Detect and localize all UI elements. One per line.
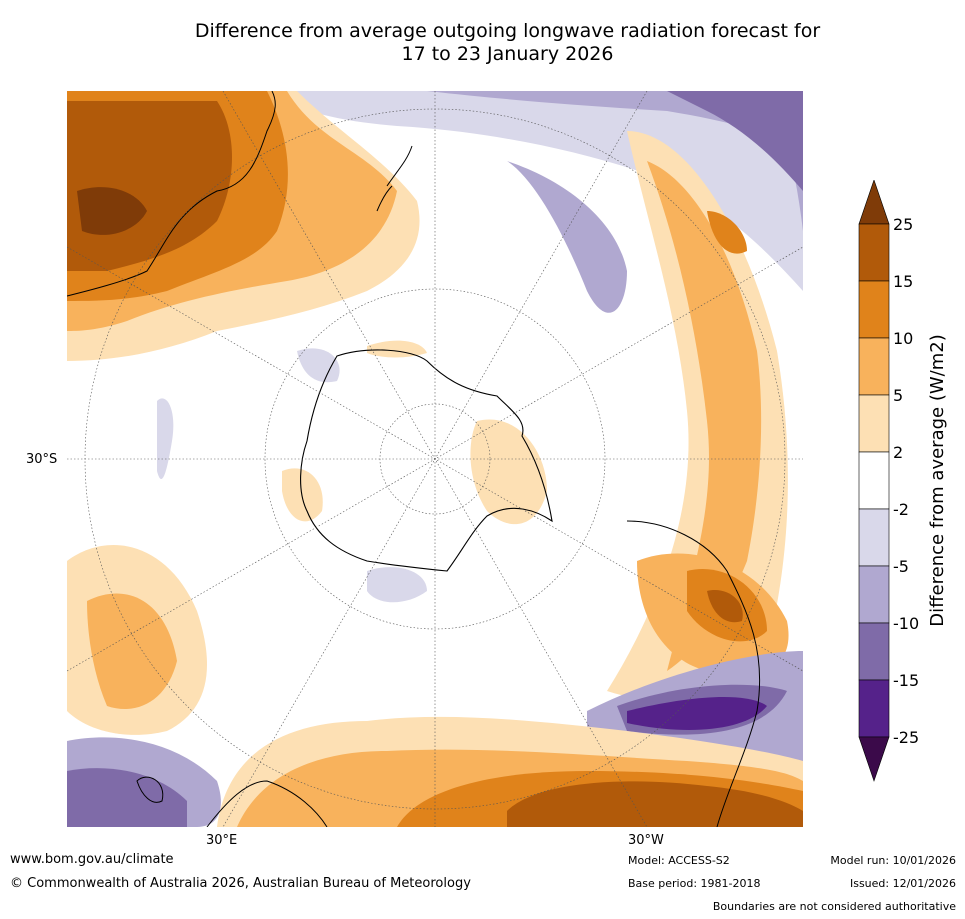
anomaly-region-purple-center [507,161,627,313]
colorbar-tick-label: 2 [893,443,903,462]
title-line-2: 17 to 23 January 2026 [401,43,614,65]
anomaly-region-patch-1 [157,398,174,480]
anomaly-region-bottom-left-purple-strong [67,768,187,827]
colorbar-tick-label: 10 [893,329,913,348]
anomaly-region-right-mid [647,161,762,671]
colorbar-tick-label: 25 [893,215,913,234]
colorbar-tick-label: -2 [893,500,909,519]
model-name: Model: ACCESS-S2 [628,854,730,867]
colorbar-band-5 [858,451,890,510]
anomaly-region-top-purple-strong [667,91,803,191]
colorbar-band-3 [858,565,890,624]
colorbar-band-8 [858,280,890,339]
colorbar-legend: 25 15 10 5 2 -2 -5 -10 -15 -25 Difference from ave… [858,180,948,782]
colorbar-tick-label: -10 [893,614,919,633]
polar-anomaly-map [67,91,803,827]
title-line-1: Difference from average outgoing longwav… [194,20,821,42]
africa-coastline [206,780,328,827]
anomaly-region-left-mid [87,593,177,709]
latitude-label-30s: 30°S [26,452,58,467]
colorbar-band-2 [858,622,890,681]
website-link[interactable]: www.bom.gov.au/climate [10,852,174,867]
australia-coastline [67,91,276,297]
copyright-text: © Commonwealth of Australia 2026, Austra… [10,876,471,891]
anomaly-region-australia-extreme [77,187,147,235]
new-zealand-coastline [376,145,413,212]
issued-date: Issued: 12/01/2026 [849,877,956,890]
anomaly-region-south-america-vhigh [707,590,743,623]
colorbar-axis-label: Difference from average (W/m2) [927,334,948,626]
colorbar-tick-label: -5 [893,557,909,576]
colorbar-tick-label: -15 [893,671,919,690]
boundary-disclaimer: Boundaries are not considered authoritat… [712,900,956,913]
colorbar-band-9 [858,223,890,282]
colorbar-extend-top [858,180,890,225]
colorbar-tick-label: -25 [893,728,919,747]
colorbar-extend-bottom [858,736,890,782]
anomaly-region-antarctic-north [367,340,427,358]
longitude-label-30e: 30°E [206,833,238,848]
colorbar-tick-label: 15 [893,272,913,291]
chart-title: Difference from average outgoing longwav… [0,20,965,66]
anomaly-region-patch-2 [367,567,427,603]
colorbar-tick-label: 5 [893,386,903,405]
madagascar-coastline [136,776,164,803]
antarctica-coastline [300,349,553,572]
longitude-label-30w: 30°W [628,833,664,848]
colorbar-band-4 [858,508,890,567]
anomaly-region-patch-3 [297,348,340,383]
colorbar-band-1 [858,679,890,738]
map-graticule [67,91,803,827]
anomaly-region-top-purple [267,91,803,291]
colorbar-band-7 [858,337,890,396]
anomaly-region-bottom-right-purple-extreme [627,696,767,730]
colorbar-band-6 [858,394,890,453]
model-run-date: Model run: 10/01/2026 [830,854,956,867]
base-period: Base period: 1981-2018 [628,877,761,890]
anomaly-region-right-high [707,211,747,254]
south-america-coastline [626,520,761,827]
